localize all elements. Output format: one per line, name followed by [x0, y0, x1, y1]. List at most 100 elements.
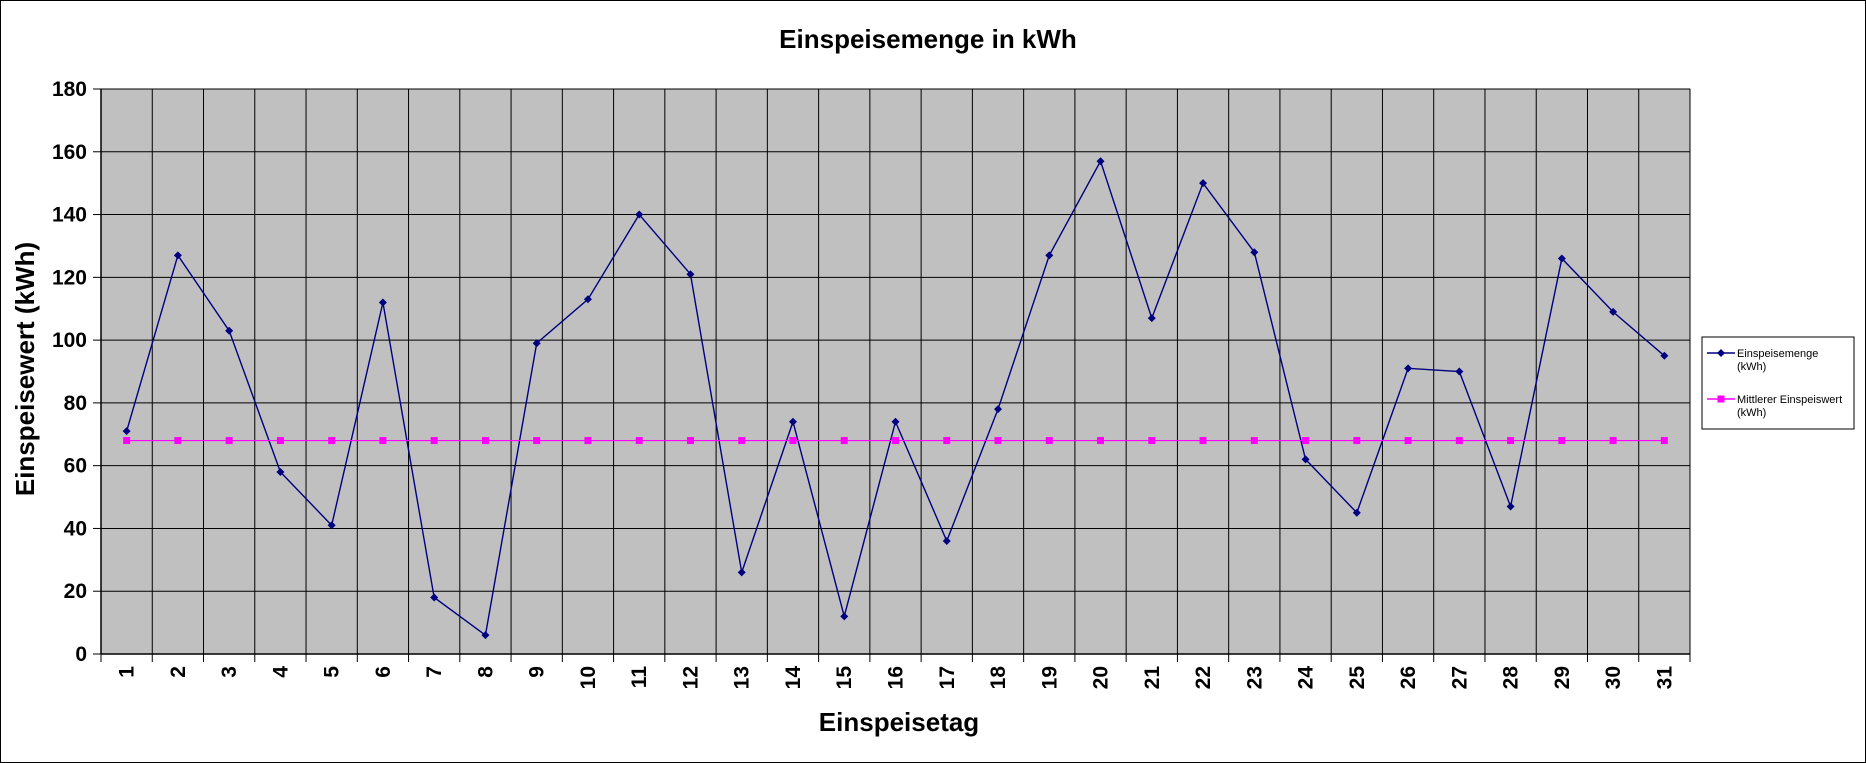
- data-point-square: [943, 437, 951, 445]
- x-tick-label: 28: [1500, 666, 1523, 690]
- data-point-square: [686, 437, 694, 445]
- data-point-diamond: [942, 537, 951, 545]
- data-point-diamond: [686, 270, 695, 279]
- data-point-square: [994, 437, 1002, 445]
- data-point-square: [1250, 437, 1258, 445]
- y-tick-label: 100: [52, 329, 87, 352]
- y-tick-label: 140: [52, 204, 87, 227]
- data-point-diamond: [1660, 351, 1669, 360]
- x-tick-label: 17: [936, 666, 959, 689]
- x-tick-label: 11: [628, 666, 651, 689]
- x-tick-label: 10: [577, 666, 600, 689]
- data-point-diamond: [1455, 367, 1464, 376]
- data-point-square: [1660, 437, 1668, 445]
- data-point-square: [1302, 437, 1310, 445]
- y-tick-label: 60: [64, 455, 87, 478]
- data-point-diamond: [583, 295, 592, 304]
- data-point-square: [1148, 437, 1156, 445]
- data-point-diamond: [1609, 307, 1618, 316]
- legend-marker-square: [1717, 395, 1725, 403]
- data-point-diamond: [1096, 157, 1105, 166]
- x-axis-title: Einspeisetag: [819, 707, 979, 737]
- x-tick-label: 7: [423, 666, 446, 678]
- y-tick-label: 40: [64, 517, 87, 540]
- y-tick-label: 80: [64, 392, 87, 415]
- x-tick-label: 29: [1551, 666, 1574, 689]
- x-tick-label: 8: [474, 666, 497, 678]
- legend-marker-diamond: [1717, 349, 1725, 357]
- x-tick-label: 12: [679, 666, 702, 689]
- x-tick-label: 14: [782, 666, 805, 690]
- x-tick-label: 22: [1192, 666, 1215, 689]
- legend-entry: Mittlerer Einspeiswert(kWh): [1707, 394, 1842, 419]
- x-tick-label: 5: [321, 666, 344, 678]
- data-point-diamond: [1557, 254, 1566, 263]
- x-tick-label: 19: [1038, 666, 1061, 689]
- data-point-square: [379, 437, 387, 445]
- legend-label: Mittlerer Einspeiswert: [1737, 394, 1842, 406]
- plot-area: [100, 88, 1691, 655]
- x-tick-label: 27: [1448, 666, 1471, 689]
- series-layer: [122, 157, 1669, 640]
- x-tick-label: 9: [526, 666, 549, 678]
- data-point-square: [276, 437, 284, 445]
- data-point-diamond: [788, 417, 797, 426]
- data-point-diamond: [481, 631, 490, 640]
- data-point-square: [1404, 437, 1412, 445]
- y-tick-label: 160: [52, 141, 87, 164]
- data-point-diamond: [635, 210, 644, 219]
- data-point-diamond: [430, 593, 439, 602]
- data-point-diamond: [1045, 251, 1054, 260]
- x-tick-label: 1: [116, 666, 139, 678]
- data-point-square: [533, 437, 541, 445]
- data-point-square: [430, 437, 438, 445]
- data-point-diamond: [1506, 502, 1515, 511]
- x-tick-label: 16: [885, 666, 908, 689]
- data-point-diamond: [1404, 364, 1413, 373]
- data-point-square: [1199, 437, 1207, 445]
- series-2: [123, 437, 1668, 445]
- data-point-diamond: [122, 427, 131, 436]
- y-axis-title: Einspeisewert (kWh): [10, 242, 40, 496]
- legend: Einspeisemenge(kWh) Mittlerer Einspeiswer…: [1701, 336, 1855, 430]
- x-tick-label: 6: [372, 666, 395, 678]
- data-point-square: [584, 437, 592, 445]
- data-point-square: [481, 437, 489, 445]
- x-tick-label: 2: [167, 666, 190, 678]
- x-tick-label: 3: [218, 666, 241, 678]
- data-point-square: [174, 437, 182, 445]
- y-axis-ticks: 0 20 40 60 80 100 120 140 160 180: [52, 78, 101, 666]
- data-point-square: [789, 437, 797, 445]
- legend-entry: Einspeisemenge(kWh): [1707, 348, 1818, 373]
- legend-label: (kWh): [1737, 407, 1766, 419]
- y-tick-label: 0: [75, 643, 87, 666]
- x-tick-label: 18: [987, 666, 1010, 690]
- data-point-diamond: [378, 298, 387, 307]
- data-point-diamond: [1147, 314, 1156, 323]
- x-tick-label: 26: [1397, 666, 1420, 689]
- data-point-square: [225, 437, 233, 445]
- data-point-square: [738, 437, 746, 445]
- data-point-square: [1353, 437, 1361, 445]
- data-point-square: [1507, 437, 1515, 445]
- plot-background: [100, 88, 1691, 655]
- data-point-square: [1558, 437, 1566, 445]
- data-point-square: [635, 437, 643, 445]
- legend-label: (kWh): [1737, 361, 1766, 373]
- x-tick-label: 13: [731, 666, 754, 689]
- chart-title: Einspeisemenge in kWh: [779, 24, 1077, 54]
- data-point-square: [1609, 437, 1617, 445]
- data-point-square: [123, 437, 131, 445]
- data-point-diamond: [276, 467, 285, 476]
- data-point-square: [1455, 437, 1463, 445]
- data-point-diamond: [225, 326, 234, 335]
- data-point-square: [892, 437, 899, 445]
- data-point-diamond: [1301, 455, 1310, 464]
- data-point-square: [1045, 437, 1053, 445]
- data-point-square: [1097, 437, 1105, 445]
- data-point-square: [328, 437, 336, 445]
- data-point-diamond: [1352, 508, 1361, 517]
- y-tick-label: 180: [52, 78, 87, 101]
